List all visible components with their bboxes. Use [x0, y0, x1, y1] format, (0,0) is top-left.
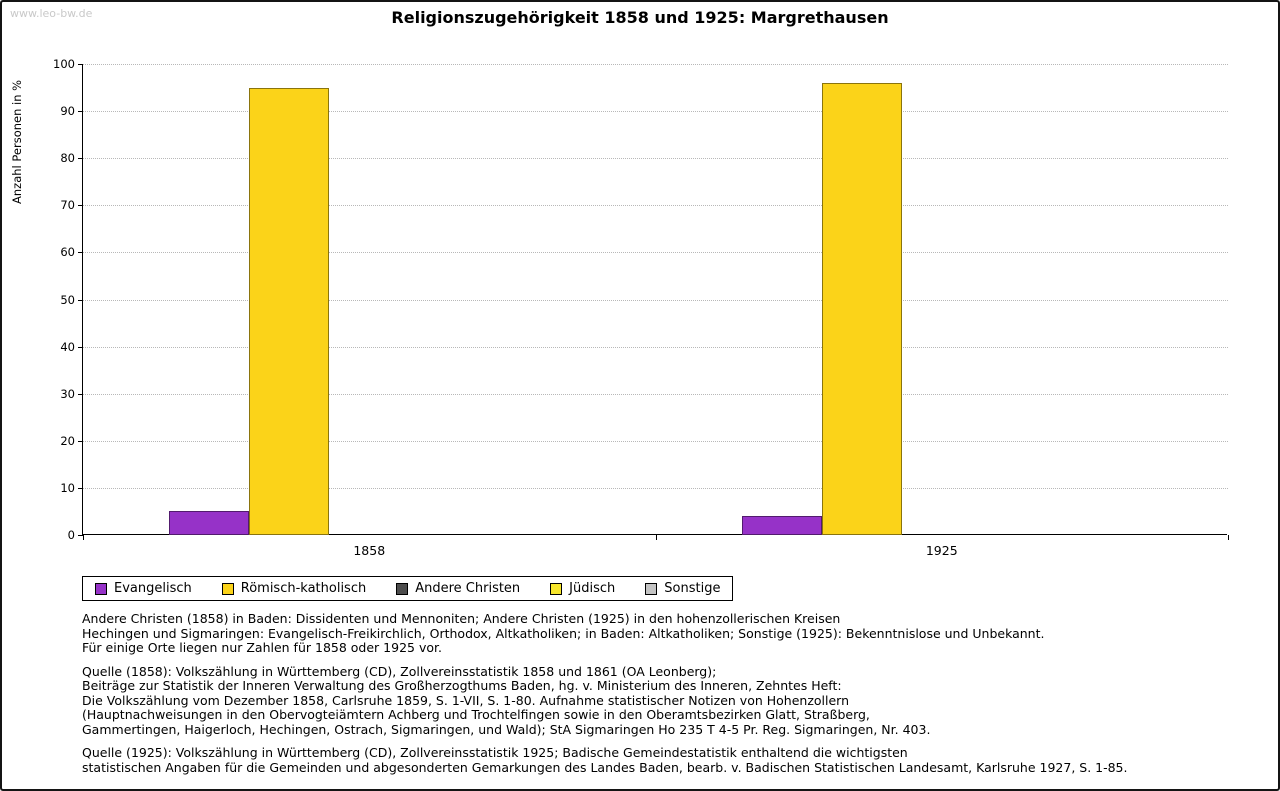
legend-swatch-Sonstige [645, 582, 658, 595]
y-tick-label-80: 80 [60, 151, 75, 166]
x-tick [1228, 535, 1229, 540]
legend-swatch-Römisch-katholisch [221, 582, 234, 595]
gridline-20 [83, 440, 1228, 442]
gridline-90 [83, 111, 1228, 113]
gridline-40 [83, 346, 1228, 348]
y-tick-30 [78, 393, 83, 395]
footnotes: Andere Christen (1858) in Baden: Disside… [82, 611, 1128, 784]
footnote-paragraph-3: Quelle (1925): Volkszählung in Württembe… [82, 745, 1128, 775]
x-category-label-1858: 1858 [353, 543, 386, 558]
bar-1925-Evangelisch [741, 516, 822, 535]
chart-title: Religionszugehörigkeit 1858 und 1925: Ma… [391, 8, 889, 27]
legend: Evangelisch Römisch-katholisch Andere Chri… [82, 576, 734, 601]
watermark: www.leo-bw.de [10, 7, 93, 20]
footnote-paragraph-1: Andere Christen (1858) in Baden: Disside… [82, 611, 1045, 655]
legend-item-Römisch-katholisch: Römisch-katholisch [221, 581, 367, 596]
y-tick-label-60: 60 [60, 245, 75, 260]
legend-label: Andere Christen [415, 581, 521, 596]
y-tick-label-40: 40 [60, 339, 75, 354]
y-axis-title: Anzahl Personen in % [10, 79, 24, 204]
gridline-100 [83, 64, 1228, 65]
y-tick-90 [78, 111, 83, 113]
x-tick [83, 535, 84, 540]
legend-swatch-Andere Christen [396, 582, 409, 595]
y-tick-label-20: 20 [60, 433, 75, 448]
y-tick-label-10: 10 [60, 480, 75, 495]
y-tick-60 [78, 252, 83, 254]
plot-area: 0 10 20 30 40 50 60 70 80 90 100 1858 1925 [53, 57, 1229, 558]
y-tick-40 [78, 346, 83, 348]
y-tick-100 [78, 64, 83, 65]
gridline-80 [83, 158, 1228, 160]
gridline-10 [83, 487, 1228, 489]
gridline-70 [83, 205, 1228, 207]
y-tick-70 [78, 205, 83, 207]
legend-item-Jüdisch: Jüdisch [550, 581, 615, 596]
y-tick-20 [78, 440, 83, 442]
bar-1858-Evangelisch [169, 511, 250, 535]
y-tick-label-100: 100 [53, 57, 75, 71]
y-tick-0 [78, 535, 83, 536]
legend-label: Römisch-katholisch [240, 581, 367, 596]
bar-1925-Römisch-katholisch [821, 82, 902, 535]
y-tick-label-0: 0 [67, 528, 75, 542]
legend-item-Evangelisch: Evangelisch [95, 581, 192, 596]
y-tick-label-30: 30 [60, 386, 75, 401]
legend-label: Sonstige [664, 581, 721, 596]
legend-label: Evangelisch [114, 581, 192, 596]
legend-label: Jüdisch [569, 581, 616, 596]
legend-item-Andere Christen: Andere Christen [396, 581, 520, 596]
gridline-30 [83, 393, 1228, 395]
legend-swatch-Evangelisch [95, 582, 107, 595]
legend-swatch-Jüdisch [550, 582, 563, 595]
x-tick [655, 535, 657, 540]
footnote-paragraph-2: Quelle (1858): Volkszählung in Württembe… [82, 663, 931, 737]
y-tick-80 [78, 158, 83, 160]
bar-1858-Römisch-katholisch [249, 87, 330, 535]
y-tick-label-50: 50 [60, 292, 75, 307]
y-tick-50 [78, 299, 83, 301]
y-tick-label-70: 70 [60, 198, 75, 213]
y-tick-10 [78, 487, 83, 489]
x-category-label-1925: 1925 [925, 543, 958, 558]
gridline-60 [83, 252, 1228, 254]
legend-item-Sonstige: Sonstige [645, 581, 720, 596]
gridline-50 [83, 299, 1228, 301]
y-tick-label-90: 90 [60, 104, 75, 119]
